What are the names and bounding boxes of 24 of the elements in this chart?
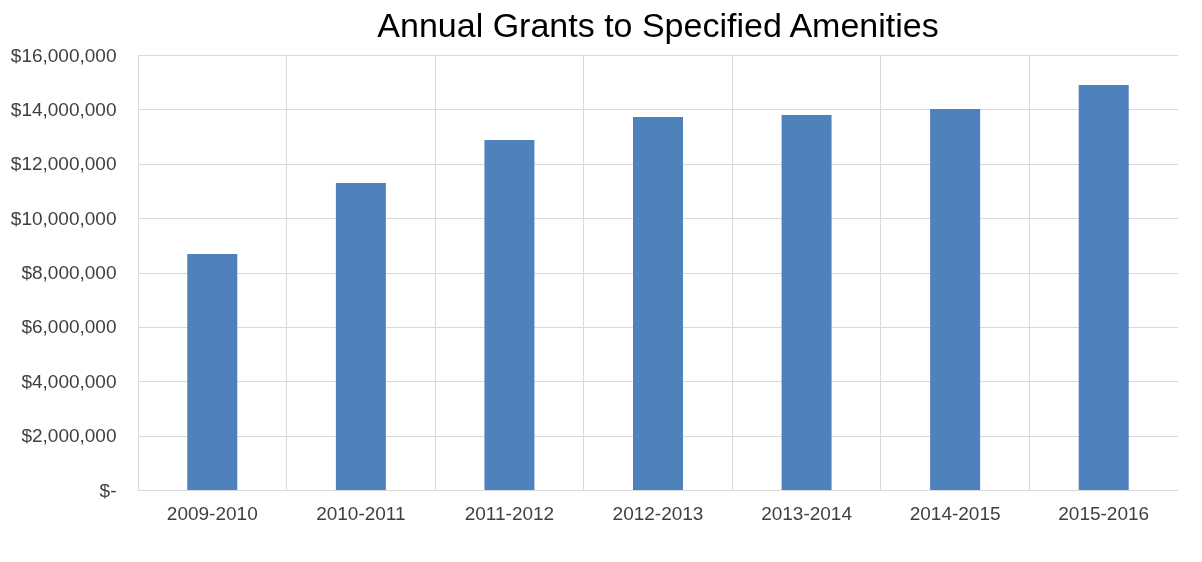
x-tick-label: 2010-2011 bbox=[316, 502, 406, 524]
bar bbox=[1078, 84, 1129, 490]
x-tick-label: 2014-2015 bbox=[909, 502, 1001, 524]
y-tick-label: $8,000,000 bbox=[21, 262, 117, 283]
chart-title: Annual Grants to Specified Amenities bbox=[377, 6, 939, 44]
y-tick-label: $10,000,000 bbox=[10, 207, 117, 229]
bar bbox=[484, 140, 535, 490]
bar bbox=[633, 116, 683, 490]
bar bbox=[930, 109, 981, 490]
y-tick-label: $16,000,000 bbox=[10, 44, 117, 66]
y-tick-label: $2,000,000 bbox=[21, 425, 117, 447]
y-tick-label: $12,000,000 bbox=[10, 153, 117, 175]
x-tick-label: 2015-2016 bbox=[1058, 502, 1150, 524]
y-tick-label: $14,000,000 bbox=[10, 98, 117, 120]
y-tick-label: $4,000,000 bbox=[21, 370, 117, 392]
y-tick-label: $- bbox=[99, 479, 117, 501]
x-tick-label: 2013-2014 bbox=[761, 502, 853, 524]
bar bbox=[187, 254, 238, 490]
y-tick-label: $6,000,000 bbox=[21, 316, 117, 338]
bar bbox=[781, 115, 832, 490]
x-tick-label: 2009-2010 bbox=[166, 502, 258, 524]
x-tick-label: 2012-2013 bbox=[612, 502, 704, 524]
bar bbox=[335, 183, 386, 490]
x-tick-label: 2011-2012 bbox=[464, 502, 555, 524]
